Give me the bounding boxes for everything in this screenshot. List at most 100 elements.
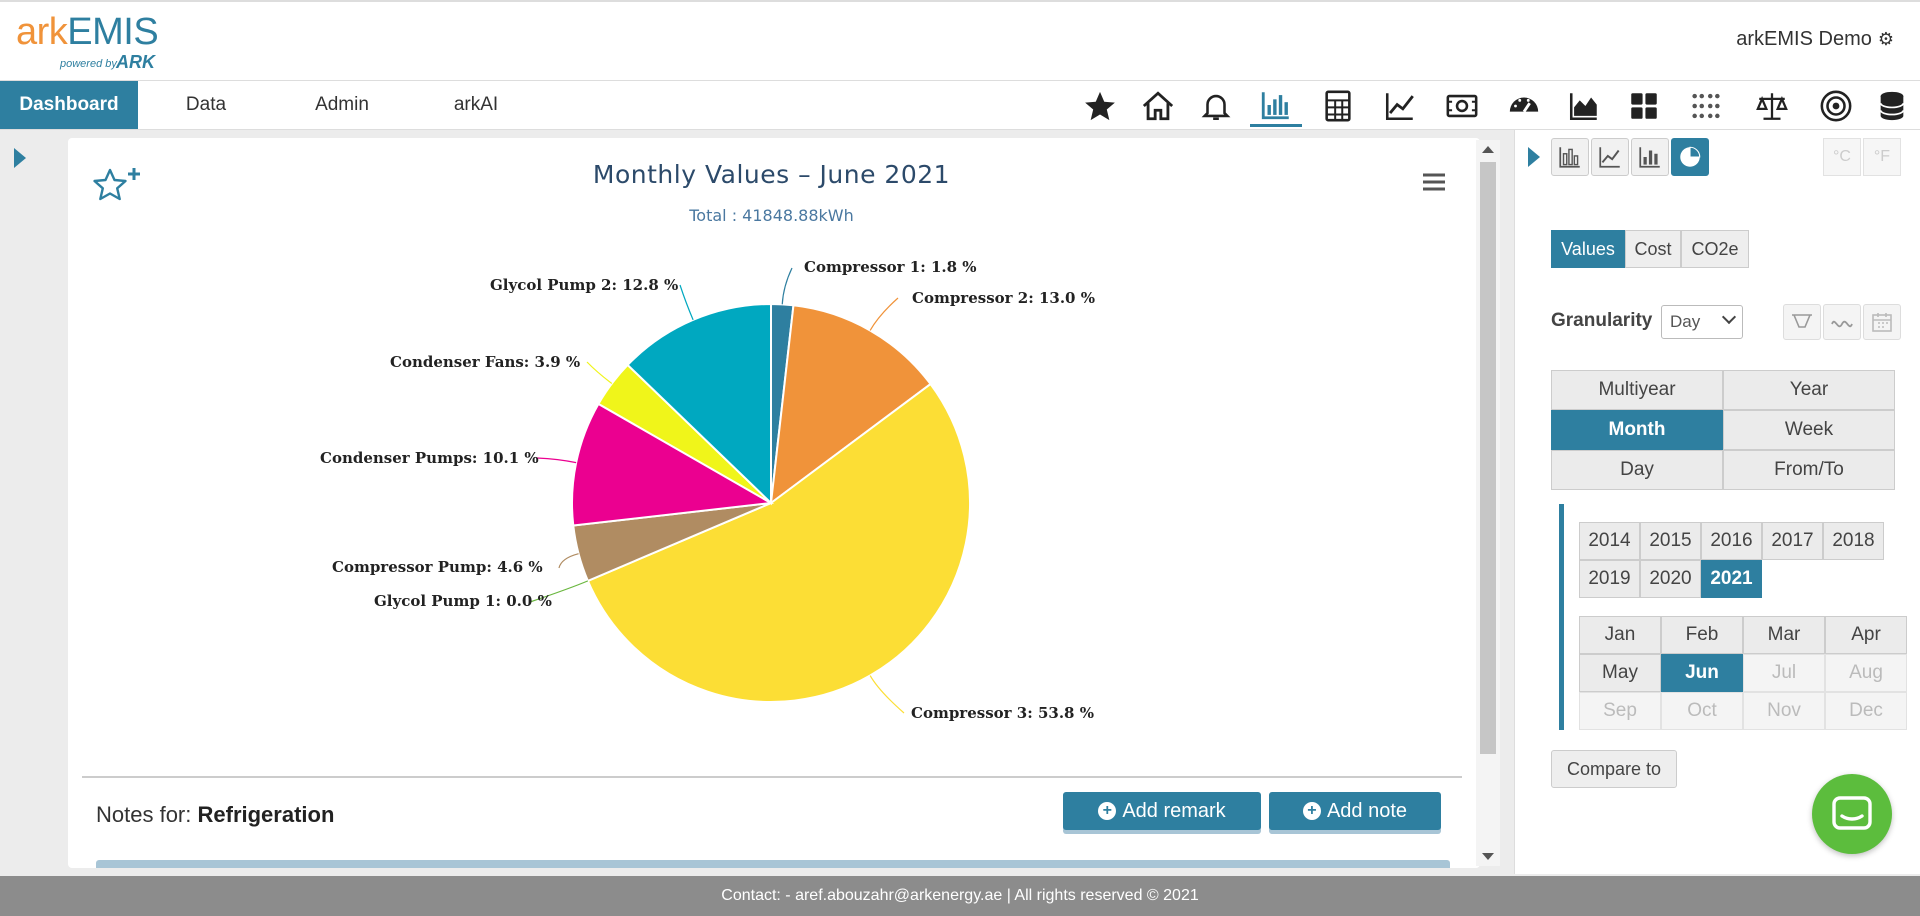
pie-leader-glycol-pump-1 <box>529 580 589 603</box>
pie-leader-compressor-pump <box>558 553 579 569</box>
value-type-cost[interactable]: Cost <box>1625 230 1681 268</box>
year-2014[interactable]: 2014 <box>1579 522 1640 560</box>
scroll-up-arrow[interactable] <box>1482 146 1494 153</box>
calendar-icon[interactable] <box>1863 304 1901 340</box>
chart-menu-icon[interactable] <box>1420 170 1448 194</box>
stacked-bar-chart-button[interactable] <box>1551 138 1589 176</box>
value-type-values[interactable]: Values <box>1551 230 1625 268</box>
bar-chart-icon[interactable] <box>1250 85 1302 127</box>
arkemis-logo[interactable]: arkEMIS powered by ARK <box>16 12 186 76</box>
add-favorite-icon[interactable] <box>92 166 146 206</box>
right-panel-toggle[interactable] <box>1527 146 1541 168</box>
money-icon[interactable] <box>1436 85 1488 127</box>
pie-chart: Compressor 1: 1.8 % Compressor 2: 13.0 %… <box>320 258 1095 722</box>
pie-chart-button[interactable] <box>1671 138 1709 176</box>
year-2021[interactable]: 2021 <box>1701 560 1762 598</box>
year-2018[interactable]: 2018 <box>1823 522 1884 560</box>
scroll-thumb[interactable] <box>1480 162 1496 754</box>
pie-leader-condenser-pumps <box>536 457 577 464</box>
label-glycol-pump-1: Glycol Pump 1: 0.0 % <box>374 592 552 610</box>
area-chart-icon[interactable] <box>1558 85 1610 127</box>
month-jun[interactable]: Jun <box>1661 654 1743 692</box>
star-icon[interactable] <box>1074 85 1126 127</box>
month-dec: Dec <box>1825 692 1907 730</box>
notes-subject: Refrigeration <box>197 802 335 827</box>
period-month[interactable]: Month <box>1551 410 1723 450</box>
picker-accent-bar <box>1559 504 1564 730</box>
left-panel-toggle[interactable] <box>12 146 28 170</box>
chevron-down-icon <box>1721 309 1737 325</box>
chat-widget-button[interactable] <box>1812 774 1892 854</box>
bar-chart-button[interactable] <box>1631 138 1669 176</box>
line-chart-icon[interactable] <box>1374 85 1426 127</box>
granularity-label: Granularity <box>1551 310 1653 331</box>
user-label: arkEMIS Demo <box>1736 28 1872 50</box>
logo-company-text: ARK <box>116 52 155 72</box>
scroll-down-arrow[interactable] <box>1482 853 1494 860</box>
add-note-label: Add note <box>1326 799 1408 822</box>
month-may[interactable]: May <box>1579 654 1661 692</box>
plus-circle-icon: + <box>1098 802 1117 820</box>
grid-icon[interactable] <box>1618 85 1670 127</box>
fahrenheit-button[interactable]: °F <box>1863 138 1901 176</box>
dot-grid-icon[interactable] <box>1680 85 1732 127</box>
pie-slice-glycol-pump-2[interactable] <box>626 302 772 506</box>
add-note-button[interactable]: + Add note <box>1269 792 1441 830</box>
pie-leader-compressor-1 <box>781 267 793 305</box>
value-type-co2e[interactable]: CO2e <box>1681 230 1749 268</box>
gauge-icon[interactable] <box>1498 85 1550 127</box>
logo-ark-text: ark <box>16 11 68 53</box>
period-week[interactable]: Week <box>1723 410 1895 450</box>
month-apr[interactable]: Apr <box>1825 616 1907 654</box>
add-remark-button[interactable]: + Add remark <box>1063 792 1261 830</box>
label-compressor-pump: Compressor Pump: 4.6 % <box>332 558 543 576</box>
notes-prefix: Notes for: <box>96 802 192 827</box>
main-scrollbar[interactable] <box>1476 140 1500 866</box>
year-2017[interactable]: 2017 <box>1762 522 1823 560</box>
year-2019[interactable]: 2019 <box>1579 560 1640 598</box>
scale-icon[interactable] <box>1746 85 1798 127</box>
nav-tab-admin[interactable]: Admin <box>315 94 369 115</box>
month-sep: Sep <box>1579 692 1661 730</box>
year-2016[interactable]: 2016 <box>1701 522 1762 560</box>
period-day[interactable]: Day <box>1551 450 1723 490</box>
month-jul: Jul <box>1743 654 1825 692</box>
notes-heading: Notes for: Refrigeration <box>96 802 334 828</box>
add-remark-label: Add remark <box>1122 799 1226 822</box>
target-icon[interactable] <box>1810 85 1862 127</box>
user-menu[interactable]: arkEMIS Demo ⚙ <box>1736 28 1894 51</box>
peak-filter-button[interactable] <box>1783 304 1821 340</box>
notes-divider <box>82 776 1462 778</box>
smoothing-button[interactable] <box>1823 304 1861 340</box>
pie-slice-condenser-pumps[interactable] <box>571 402 775 527</box>
label-glycol-pump-2: Glycol Pump 2: 12.8 % <box>490 276 678 294</box>
period-from-to[interactable]: From/To <box>1723 450 1895 490</box>
granularity-select[interactable]: Day <box>1661 305 1743 339</box>
home-icon[interactable] <box>1132 85 1184 127</box>
bell-icon[interactable] <box>1190 85 1242 127</box>
period-year[interactable]: Year <box>1723 370 1895 410</box>
celsius-button[interactable]: °C <box>1823 138 1861 176</box>
nav-tab-dashboard[interactable]: Dashboard <box>0 81 138 129</box>
month-jan[interactable]: Jan <box>1579 616 1661 654</box>
pie-leader-glycol-pump-2 <box>679 284 694 321</box>
pie-leader-compressor-3 <box>869 675 905 714</box>
calculator-icon[interactable] <box>1312 85 1364 127</box>
compare-to-button[interactable]: Compare to <box>1551 750 1677 788</box>
gears-icon: ⚙ <box>1877 29 1894 49</box>
period-multiyear[interactable]: Multiyear <box>1551 370 1723 410</box>
nav-tab-data[interactable]: Data <box>185 94 227 115</box>
year-2015[interactable]: 2015 <box>1640 522 1701 560</box>
database-icon[interactable] <box>1866 85 1918 127</box>
chat-icon <box>1832 796 1872 830</box>
month-aug: Aug <box>1825 654 1907 692</box>
chart-subtitle: Total : 41848.88kWh <box>689 206 854 225</box>
nav-tab-arkai[interactable]: arkAI <box>453 94 499 115</box>
logo-powered-text: powered by <box>60 58 117 70</box>
month-mar[interactable]: Mar <box>1743 616 1825 654</box>
pie-leader-condenser-fans <box>586 361 613 384</box>
chart-title: Monthly Values – June 2021 <box>592 160 951 189</box>
line-chart-button[interactable] <box>1591 138 1629 176</box>
month-feb[interactable]: Feb <box>1661 616 1743 654</box>
year-2020[interactable]: 2020 <box>1640 560 1701 598</box>
